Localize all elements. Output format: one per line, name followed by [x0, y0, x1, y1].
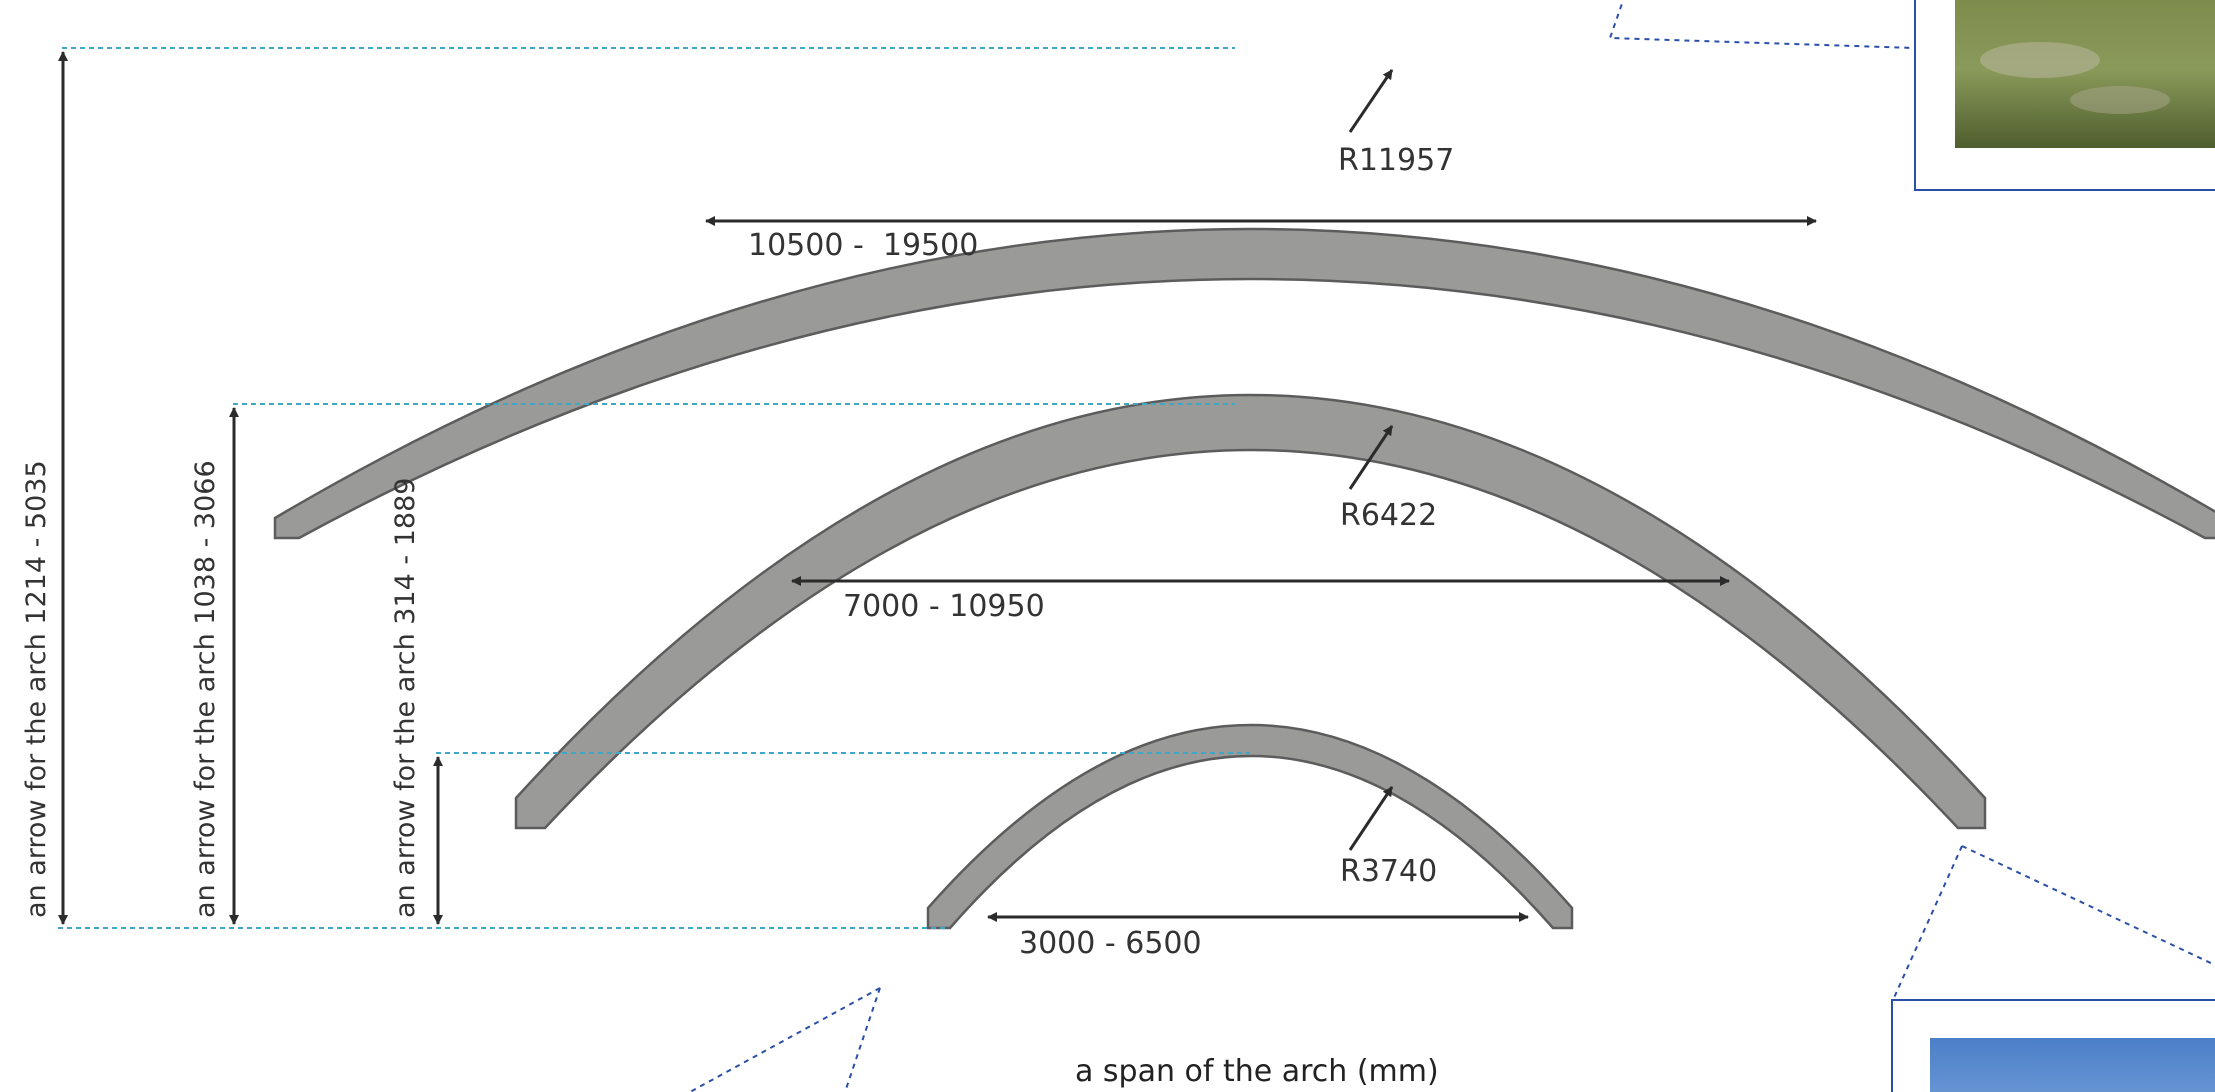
height-label-small: an arrow for the arch 314 - 1889: [390, 478, 421, 918]
grass-photo-icon: [1955, 0, 2215, 148]
height-label-medium: an arrow for the arch 1038 - 3066: [190, 460, 221, 918]
span-label-small: 3000 - 6500: [1019, 926, 1202, 961]
span-arrows: [705, 216, 1817, 922]
guide-lines: [58, 47, 1250, 929]
arch-large: [273, 227, 2215, 540]
sky-photo-icon: [1930, 1038, 2215, 1092]
radius-label-small: R3740: [1340, 854, 1437, 889]
span-label-medium: 7000 - 10950: [843, 589, 1045, 624]
radius-label-medium: R6422: [1340, 498, 1437, 533]
height-arrows: [58, 51, 443, 925]
photo-top-right: [1914, 0, 2215, 191]
arch-small: [926, 723, 1574, 930]
height-label-large: an arrow for the arch 1214 - 5035: [21, 460, 52, 918]
span-caption: a span of the arch (mm): [1075, 1054, 1439, 1089]
arch-medium: [514, 393, 1987, 830]
radius-arrows: [1348, 69, 1394, 851]
radius-arrow-small: [1348, 786, 1394, 851]
radius-label-large: R11957: [1338, 143, 1454, 178]
radius-arrow-large: [1348, 69, 1394, 133]
callout-lines: [689, 0, 2215, 1092]
radius-arrow-medium: [1348, 425, 1394, 490]
photo-bottom-right: [1891, 999, 2215, 1092]
span-label-large: 10500 - 19500: [748, 228, 978, 263]
